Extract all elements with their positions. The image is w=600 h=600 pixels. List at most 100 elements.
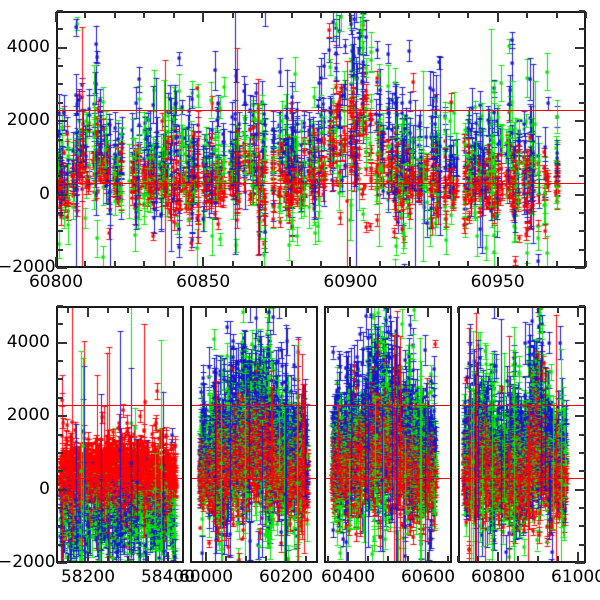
bottom-sub1-x-tick [225,307,227,313]
top-x-tick [437,12,440,18]
bottom-sub0-x-tick [147,307,149,313]
bottom-sub1-x-tick [225,556,227,562]
bottom-sub1-x-tick [265,307,267,313]
top-x-tick [555,12,558,18]
bottom-panel-reference-line-3-0 [460,405,584,406]
bottom-sub2-x-tick [407,307,409,313]
bottom-sub2-x-tick [387,556,389,562]
bottom-sub0-x-tick [87,307,89,317]
top-x-tick [349,12,352,22]
top-y-tick [579,175,585,178]
bottom-y-tick [57,415,67,418]
bottom-sub0-x-tick [127,307,129,313]
top-x-tick [378,12,381,18]
top-x-tick [231,261,234,267]
top-y-tick [579,28,585,31]
bottom-panel-reference-line-3-1 [460,478,584,479]
top-x-tick [113,261,116,267]
bottom-y-tick [579,470,585,473]
top-x-tick [172,261,175,267]
bottom-sub2-x-tick [447,307,449,313]
bottom-sub3-x-tick [517,307,519,313]
top-panel-reference-line-0 [58,110,584,111]
bottom-sub2-x-tick [347,552,349,562]
top-x-tick [84,261,87,267]
bottom-sub1-x-tick-label: 60000 [178,567,234,587]
top-y-tick [579,83,585,86]
bottom-sub0-x-tick [67,556,69,562]
bottom-sub1-x-tick [285,307,287,317]
bottom-y-tick [57,433,63,436]
bottom-y-tick [579,396,585,399]
bottom-y-tick-label: 4000 [6,331,50,352]
bottom-sub3-x-tick [577,307,579,317]
top-y-tick [579,230,585,233]
bottom-sub2-x-tick [427,552,429,562]
top-y-tick [575,193,585,196]
top-x-tick [143,12,146,18]
top-x-tick [202,12,205,22]
bottom-sub2-x-tick [367,307,369,313]
top-x-tick [172,12,175,18]
bottom-sub1-x-tick [205,307,207,317]
bottom-y-tick [579,378,585,381]
top-x-tick [437,261,440,267]
bottom-sub3-x-tick-label: 60800 [470,567,526,587]
bottom-sub1-x-tick [305,307,307,313]
top-y-tick [57,10,63,12]
bottom-panel-reference-line-0-0 [58,405,182,406]
top-x-tick [526,12,529,18]
bottom-panel-data-3 [460,308,584,561]
bottom-sub2-x-tick [427,307,429,317]
bottom-sub2-x-tick [367,556,369,562]
bottom-y-tick [575,562,585,564]
top-y-tick-label: −2000 [0,257,56,277]
bottom-panel-data-1 [192,308,316,561]
bottom-sub2-x-tick-label: 60400 [320,567,376,587]
top-x-tick [526,261,529,267]
bottom-sub2-x-tick [347,307,349,317]
bottom-sub2-x-tick [327,307,329,313]
top-x-tick [55,12,57,22]
bottom-sub0-x-tick-label: 58200 [60,567,116,587]
bottom-y-tick [579,323,585,326]
top-y-tick [579,10,585,12]
top-y-tick-label: 4000 [6,36,50,57]
top-x-tick [496,12,499,22]
bottom-sub0-x-tick-label: 58400 [140,567,196,587]
bottom-y-tick [579,506,585,509]
top-panel-data [58,13,584,266]
top-x-tick [290,261,293,267]
top-x-tick [585,12,587,18]
bottom-y-tick [57,323,63,326]
top-x-tick [408,261,411,267]
bottom-y-tick-label: 0 [39,478,50,499]
top-y-tick [57,120,67,123]
bottom-y-tick [57,470,63,473]
top-x-tick [496,257,499,267]
top-x-tick-label: 60850 [176,272,231,292]
bottom-y-tick-label: 2000 [6,405,50,426]
top-y-tick [57,175,63,178]
top-x-tick [84,12,87,18]
bottom-sub3-x-tick [497,552,499,562]
top-panel-reference-line-1 [58,183,584,184]
bottom-y-tick [575,341,585,344]
top-y-tick [57,46,67,49]
bottom-sub1-x-tick [245,307,247,313]
top-y-tick [579,101,585,104]
top-x-tick [290,12,293,18]
bottom-panel-data-0 [58,308,182,561]
bottom-y-tick [579,433,585,436]
bottom-y-tick [57,451,63,454]
bottom-y-tick [57,360,63,363]
bottom-sub1-x-tick [305,556,307,562]
bottom-sub3-x-tick [477,556,479,562]
bottom-y-tick [579,360,585,363]
bottom-sub3-x-tick [557,307,559,313]
bottom-sub0-x-tick [107,556,109,562]
top-y-tick-label: 0 [39,183,50,204]
top-y-tick [57,267,67,269]
bottom-y-tick-label: −2000 [0,552,56,572]
bottom-sub1-x-tick [245,556,247,562]
